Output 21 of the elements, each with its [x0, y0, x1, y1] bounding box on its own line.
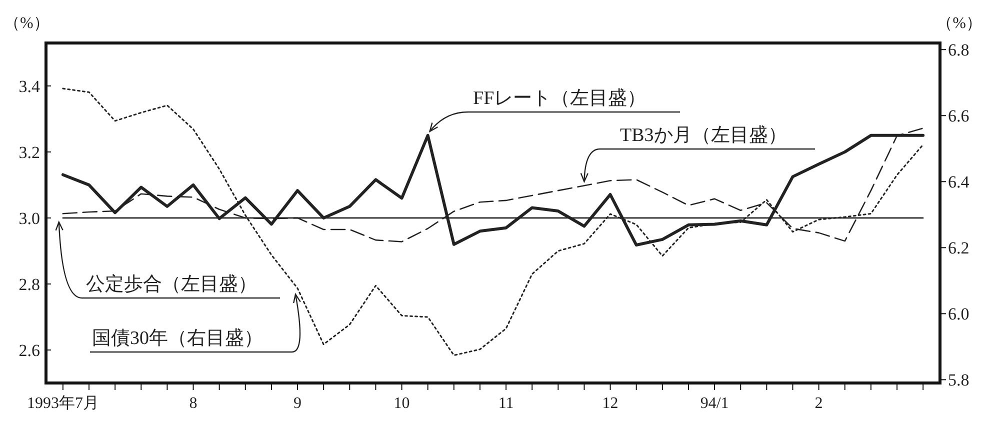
y-tick-label: 2.6	[18, 340, 40, 360]
y-tick-label: 3.2	[18, 142, 40, 162]
x-tick-label: 2	[814, 395, 823, 412]
y2-tick-label: 6.2	[948, 238, 970, 258]
x-tick-label: 1993年7月	[26, 395, 99, 412]
y2-tick-label: 5.8	[948, 370, 970, 390]
y2-tick-label: 6.8	[948, 40, 970, 60]
y-tick-label: 3.0	[18, 208, 40, 228]
x-tick-label: 8	[189, 395, 198, 412]
y-tick-label: 2.8	[18, 274, 40, 294]
y2-tick-label: 6.4	[948, 172, 970, 192]
y2-tick-label: 6.6	[948, 106, 970, 126]
x-tick-label: 94/1	[700, 395, 729, 412]
y-axis-title: （%）	[4, 15, 50, 32]
y2-axis-title: （%）	[936, 15, 982, 32]
x-tick-label: 12	[602, 395, 618, 412]
x-tick-label: 9	[294, 395, 302, 412]
y-tick-label: 3.4	[18, 76, 40, 96]
x-tick-label: 10	[394, 395, 410, 412]
y2-tick-label: 6.0	[948, 304, 970, 324]
x-tick-label: 11	[498, 395, 514, 412]
